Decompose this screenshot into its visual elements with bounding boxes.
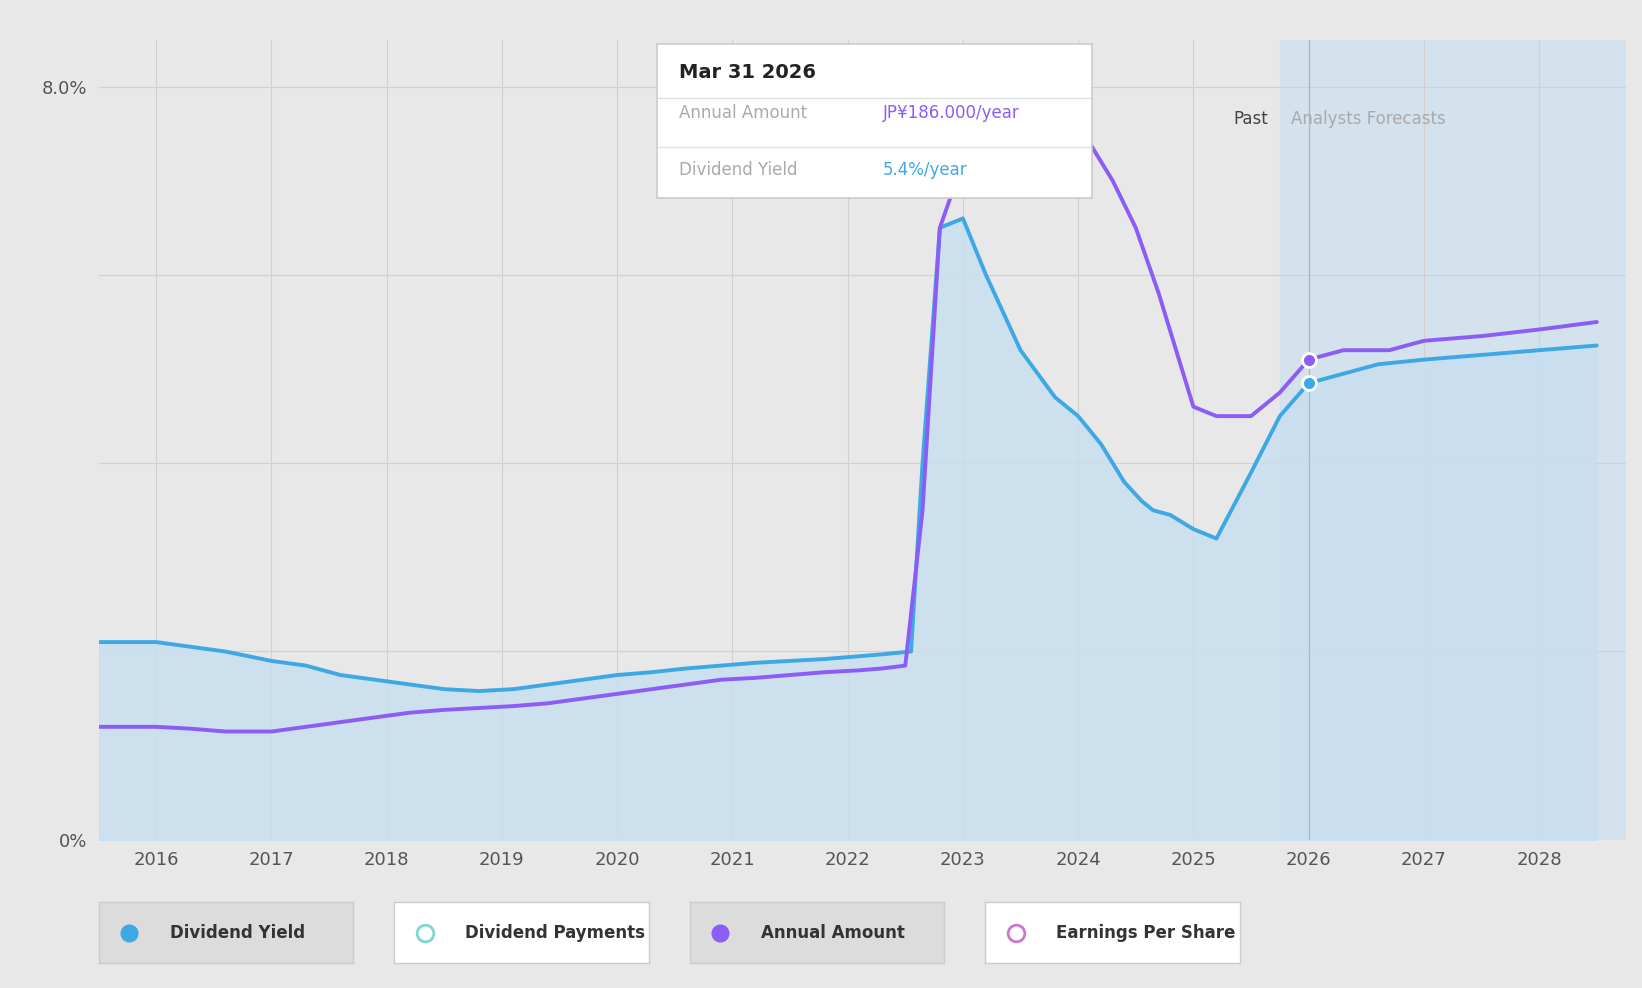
Text: Mar 31 2026: Mar 31 2026 (678, 63, 816, 82)
Text: Dividend Payments: Dividend Payments (465, 924, 645, 942)
Text: Dividend Yield: Dividend Yield (678, 161, 796, 179)
Text: Annual Amount: Annual Amount (760, 924, 905, 942)
Text: 5.4%/year: 5.4%/year (883, 161, 967, 179)
Text: Annual Amount: Annual Amount (678, 105, 806, 123)
Text: JP¥186.000/year: JP¥186.000/year (883, 105, 1020, 123)
Text: Earnings Per Share: Earnings Per Share (1056, 924, 1236, 942)
Text: Analysts Forecasts: Analysts Forecasts (1291, 110, 1447, 128)
Text: Dividend Yield: Dividend Yield (169, 924, 305, 942)
Bar (1279, 40, 1626, 840)
Text: Past: Past (1233, 110, 1268, 128)
